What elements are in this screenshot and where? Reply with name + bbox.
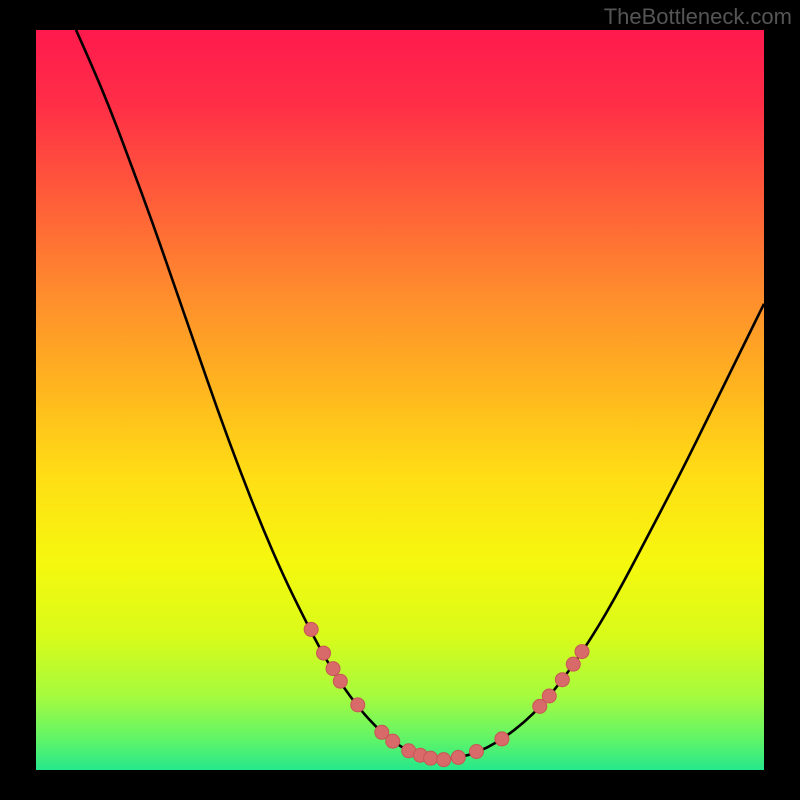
watermark-text: TheBottleneck.com bbox=[604, 4, 792, 30]
data-marker bbox=[542, 689, 556, 703]
data-marker bbox=[566, 657, 580, 671]
data-markers bbox=[304, 622, 589, 766]
data-marker bbox=[386, 734, 400, 748]
data-marker bbox=[333, 674, 347, 688]
bottleneck-curve bbox=[76, 30, 764, 759]
data-marker bbox=[469, 745, 483, 759]
data-marker bbox=[326, 662, 340, 676]
data-marker bbox=[555, 673, 569, 687]
data-marker bbox=[437, 753, 451, 767]
chart-svg bbox=[36, 30, 764, 770]
data-marker bbox=[304, 622, 318, 636]
data-marker bbox=[495, 732, 509, 746]
data-marker bbox=[575, 645, 589, 659]
data-marker bbox=[424, 751, 438, 765]
bottleneck-chart bbox=[36, 30, 764, 770]
data-marker bbox=[351, 698, 365, 712]
data-marker bbox=[317, 646, 331, 660]
data-marker bbox=[451, 750, 465, 764]
